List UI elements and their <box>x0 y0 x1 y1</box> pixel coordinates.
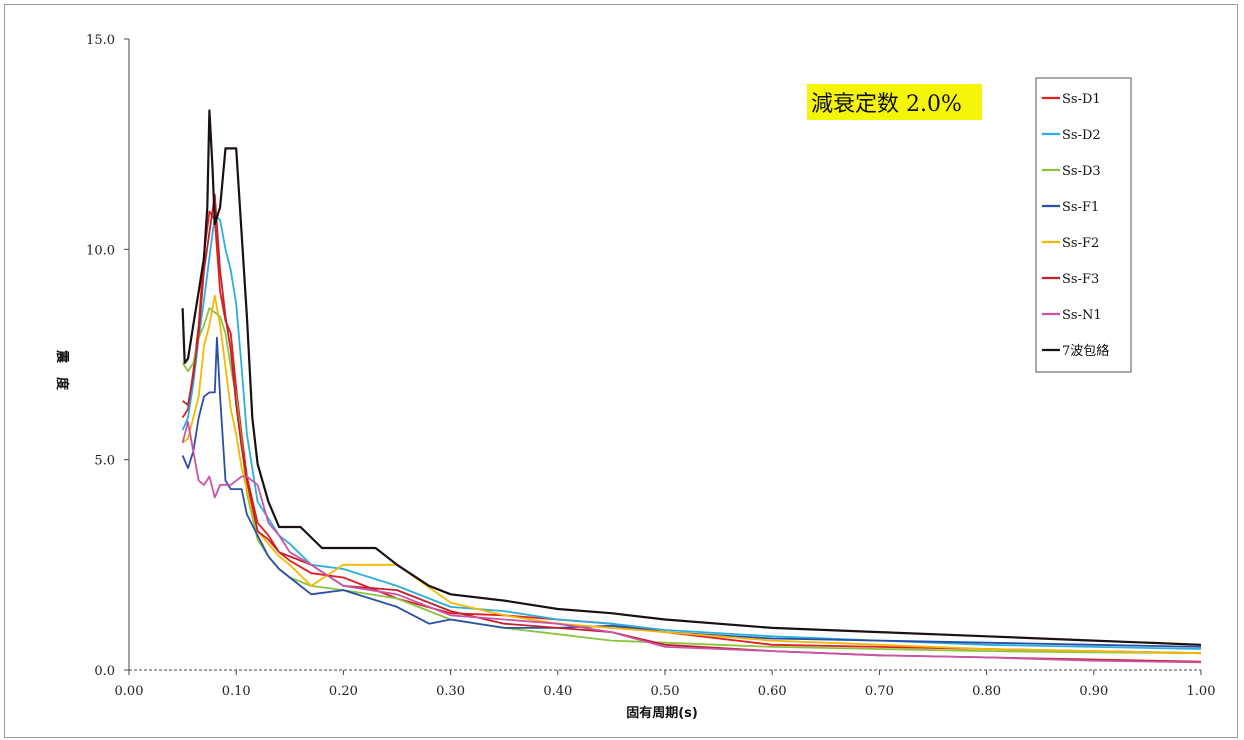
legend-label: Ss-F3 <box>1062 272 1099 287</box>
series-layer <box>181 109 1202 664</box>
series-line-5 <box>182 294 1202 655</box>
x-tick-label: 0.50 <box>651 684 680 699</box>
legend: Ss-D1 Ss-D2 Ss-D3 Ss-F1 Ss-F2 Ss-F3 Ss-N1 7波包絡 <box>1035 77 1132 373</box>
x-tick-label: 0.40 <box>543 684 572 699</box>
y-tick-label: 5.0 <box>94 454 115 469</box>
x-tick-label: 0.80 <box>972 684 1001 699</box>
legend-label: Ss-D2 <box>1062 128 1101 143</box>
legend-label: Ss-F1 <box>1062 200 1099 215</box>
x-tick-label: 0.10 <box>222 684 251 699</box>
legend-label: Ss-D3 <box>1062 164 1101 179</box>
y-tick-label: 10.0 <box>86 243 115 258</box>
y-axis-title: 震度 <box>54 349 70 404</box>
x-tick-label: 0.20 <box>329 684 358 699</box>
y-tick-label: 15.0 <box>86 33 115 48</box>
legend-label: Ss-N1 <box>1062 308 1102 323</box>
damping-annotation: 減衰定数 2.0% <box>807 84 982 120</box>
y-tick-label: 0.0 <box>94 664 115 679</box>
damping-annotation-background <box>807 84 982 120</box>
legend-label: Ss-D1 <box>1062 92 1101 107</box>
x-tick-label: 0.70 <box>865 684 894 699</box>
series-line-6 <box>182 193 1202 663</box>
axes: 0.00 0.10 0.20 0.30 0.40 0.50 0.60 0.70 0.80 0.90… <box>86 33 1215 699</box>
response-spectrum-chart: 0.00 0.10 0.20 0.30 0.40 0.50 0.60 0.70 0.80 0.90… <box>54 33 1215 721</box>
x-tick-label: 1.00 <box>1187 684 1216 699</box>
series-line-7 <box>181 420 1202 664</box>
legend-box <box>1035 77 1132 373</box>
legend-items: Ss-D1 Ss-D2 Ss-D3 Ss-F1 Ss-F2 Ss-F3 Ss-N1 7波包絡 <box>1042 92 1109 359</box>
legend-label: Ss-F2 <box>1062 236 1099 251</box>
x-tick-label: 0.90 <box>1079 684 1108 699</box>
damping-annotation-text: 減衰定数 2.0% <box>811 92 962 117</box>
chart-frame: 0.00 0.10 0.20 0.30 0.40 0.50 0.60 0.70 0.80 0.90… <box>4 4 1238 738</box>
series-line-2 <box>181 214 1202 650</box>
x-tick-label: 0.60 <box>758 684 787 699</box>
x-axis-title: 固有周期(s) <box>626 705 698 721</box>
series-line-8 <box>181 109 1202 646</box>
x-tick-label: 0.30 <box>436 684 465 699</box>
legend-label: 7波包絡 <box>1062 343 1109 359</box>
series-line-4 <box>181 336 1202 648</box>
x-tick-label: 0.00 <box>115 684 144 699</box>
